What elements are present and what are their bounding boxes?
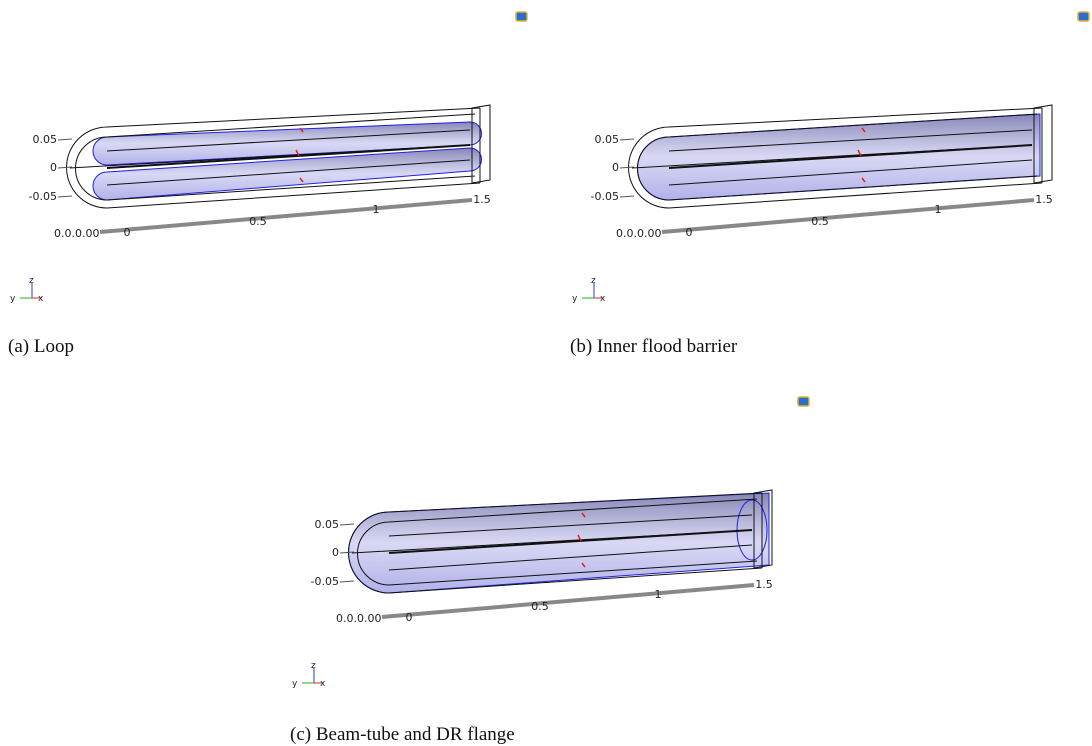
x-tick-label: 0.5 xyxy=(531,600,549,613)
x-tick-label: 1.5 xyxy=(473,193,491,206)
x-tick-label: 0 xyxy=(686,226,693,239)
triad-z-label: z xyxy=(29,276,34,286)
view-icon xyxy=(1078,12,1089,21)
triad-x-label: x xyxy=(320,679,326,689)
x-tick-label: 1 xyxy=(935,203,942,216)
view-icon xyxy=(798,397,809,406)
y-tick xyxy=(340,581,354,582)
y-tick-label: -0.05 xyxy=(311,575,339,588)
x-tick-label: 0.5 xyxy=(811,215,829,228)
x-tick-label: 1 xyxy=(373,203,380,216)
triad-z-label: z xyxy=(311,661,316,671)
panel: 0.05 0 -0.05 0.0.0.00 0 0.5 1 1.5 z y x xyxy=(10,12,527,304)
panel: 0.05 0 -0.05 0.0.0.00 0 0.5 1 1.5 z y x xyxy=(572,12,1089,304)
triad-x-label: x xyxy=(600,294,606,304)
y-tick xyxy=(620,196,634,197)
y-tick xyxy=(58,167,72,168)
panel: 0.05 0 -0.05 0.0.0.00 0 0.5 1 1.5 z y x xyxy=(292,397,809,689)
y-tick-label: 0 xyxy=(50,161,57,174)
y-tick xyxy=(58,196,72,197)
x-tick-label: 0 xyxy=(406,611,413,624)
y-tick-label: 0 xyxy=(612,161,619,174)
y-tick-label: 0.05 xyxy=(33,133,58,146)
y-tick-label: 0.05 xyxy=(315,518,340,531)
y-tick-label: 0.05 xyxy=(595,133,620,146)
x-tick-label: 0.0.0.00 xyxy=(54,227,99,240)
x-tick-label: 0.0.0.00 xyxy=(336,612,381,625)
triad-x-label: x xyxy=(38,294,44,304)
x-tick-label: 0.5 xyxy=(249,215,267,228)
y-tick xyxy=(620,167,634,168)
x-tick-label: 1.5 xyxy=(1035,193,1053,206)
x-tick-label: 1.5 xyxy=(755,578,773,591)
caption: (c) Beam-tube and DR flange xyxy=(290,724,515,745)
y-tick xyxy=(340,524,354,525)
y-tick-label: -0.05 xyxy=(591,190,619,203)
triad-y-label: y xyxy=(572,294,578,304)
y-tick-label: 0 xyxy=(332,546,339,559)
triad-y-label: y xyxy=(10,294,16,304)
figure: 0.05 0 -0.05 0.0.0.00 0 0.5 1 1.5 z y x (a) Loop 0.0… xyxy=(0,0,1092,746)
caption: (b) Inner flood barrier xyxy=(570,336,738,357)
x-tick-label: 1 xyxy=(655,588,662,601)
view-icon xyxy=(516,12,527,21)
y-tick-label: -0.05 xyxy=(29,190,57,203)
triad-z-label: z xyxy=(591,276,596,286)
y-tick xyxy=(58,139,72,140)
caption: (a) Loop xyxy=(8,336,74,357)
triad-y-label: y xyxy=(292,679,298,689)
y-tick xyxy=(620,139,634,140)
x-tick-label: 0 xyxy=(124,226,131,239)
x-tick-label: 0.0.0.00 xyxy=(616,227,661,240)
